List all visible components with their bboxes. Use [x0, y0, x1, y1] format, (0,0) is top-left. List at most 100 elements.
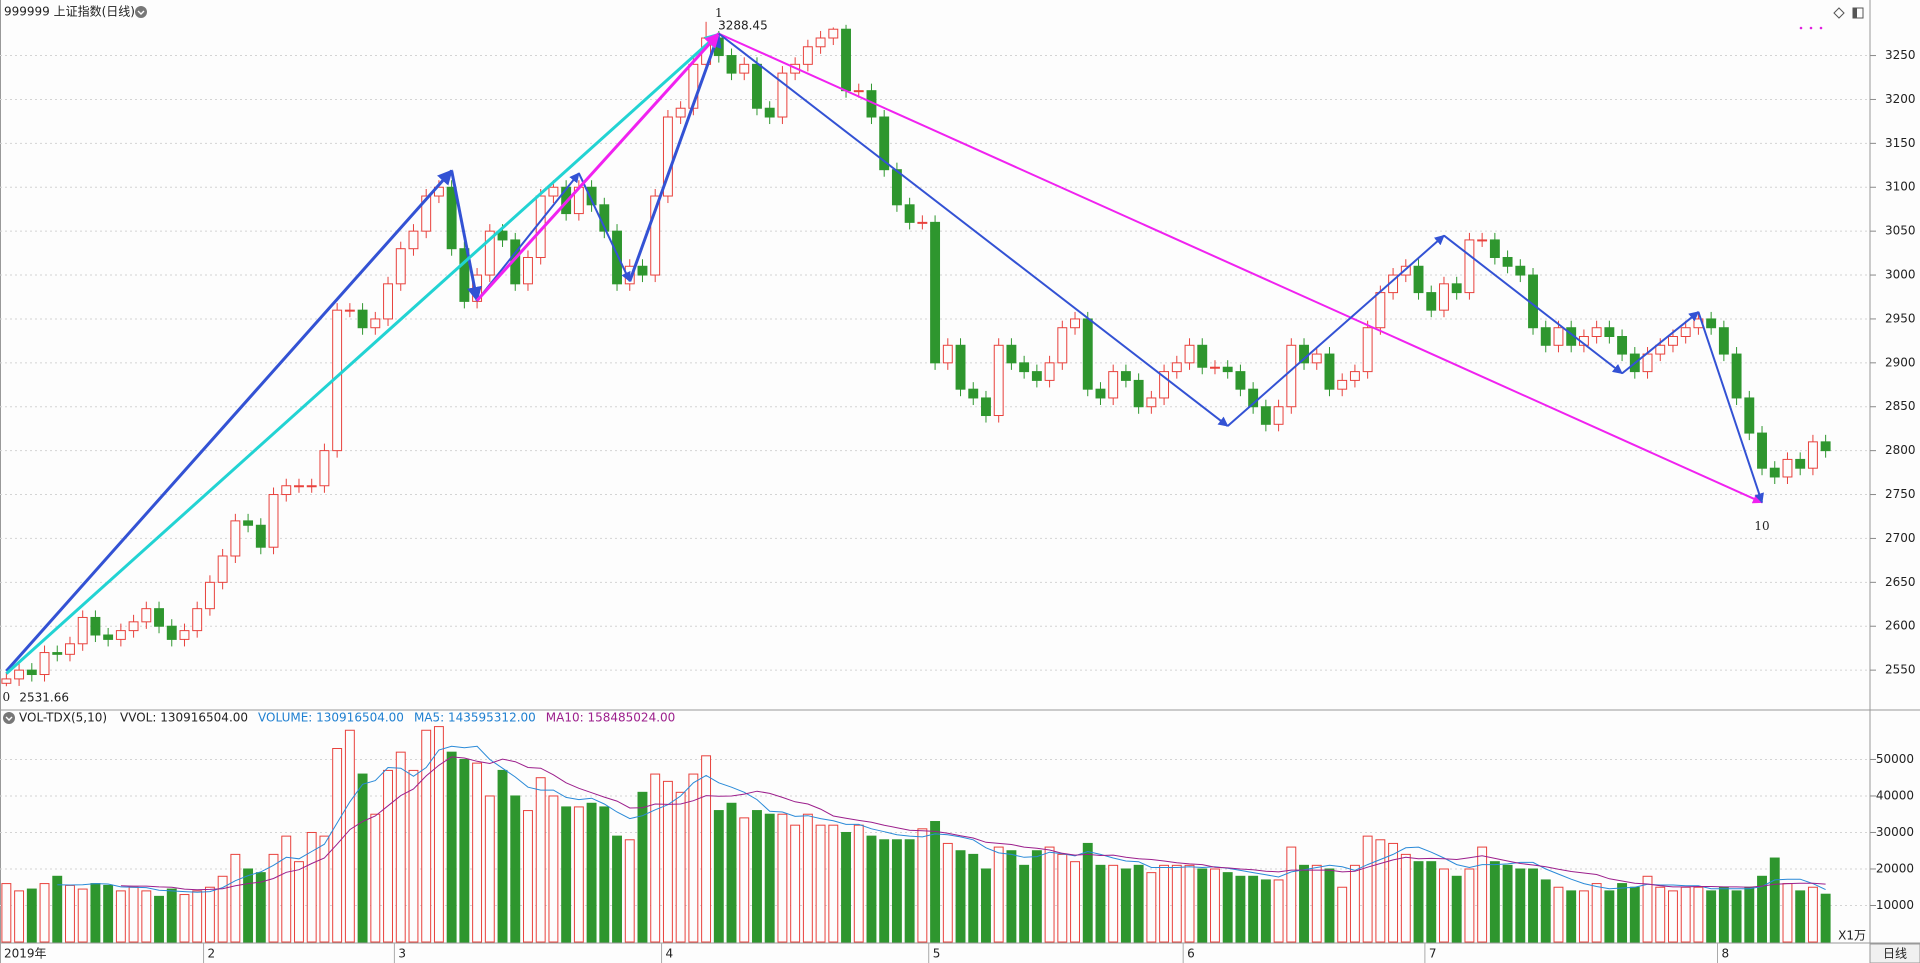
candle-body: [777, 72, 788, 118]
menu-icon[interactable]: [135, 6, 147, 18]
y-tick-label: 3200: [1885, 92, 1916, 106]
y-tick-label: 2950: [1885, 311, 1916, 325]
volume-bar: [1108, 864, 1119, 943]
volume-bar: [1222, 872, 1233, 943]
volume-bar: [1388, 842, 1399, 943]
candle-body: [90, 616, 101, 636]
y-tick-label: 20000: [1876, 861, 1914, 875]
candle-body: [1349, 371, 1360, 381]
volume-bar: [268, 853, 279, 943]
candle-body: [395, 248, 406, 285]
volume-bar: [942, 842, 953, 943]
volume-bar: [1617, 883, 1628, 943]
volume-bar: [1057, 853, 1068, 943]
candle-body: [1757, 432, 1767, 469]
candle-body: [726, 55, 737, 74]
volume-bar: [930, 821, 941, 943]
candle-body: [1400, 265, 1411, 276]
volume-bar: [1, 883, 12, 943]
period-button[interactable]: [1869, 943, 1920, 963]
volume-bar: [179, 894, 190, 943]
candle-body: [459, 248, 470, 302]
volume-bar: [1400, 853, 1411, 943]
volume-bar: [1082, 842, 1093, 943]
volume-bar: [1260, 879, 1271, 943]
candle-body: [828, 28, 839, 39]
volume-bar: [154, 895, 164, 943]
diamond-button[interactable]: [1833, 7, 1845, 19]
candle-body: [752, 63, 762, 109]
y-tick-label: 2550: [1885, 663, 1916, 677]
candle-body: [39, 652, 50, 676]
wave-line: [1443, 234, 1623, 375]
volume-bar: [917, 828, 928, 943]
candle-body: [993, 344, 1004, 417]
menu-icon[interactable]: [3, 712, 15, 724]
candle-body: [268, 494, 279, 548]
candle-body: [1108, 371, 1119, 399]
wave-line: [5, 32, 720, 675]
candle-body: [230, 520, 241, 557]
volume-menu[interactable]: [3, 712, 15, 724]
volume-bar: [1540, 879, 1551, 943]
candle-body: [1070, 318, 1080, 329]
candle-body: [739, 63, 750, 74]
volume-bar: [1095, 864, 1106, 943]
volume-bar: [1807, 886, 1818, 943]
candle-body: [917, 221, 928, 224]
volume-bar: [281, 835, 292, 943]
candle-body: [1171, 362, 1182, 373]
volume-bar: [981, 868, 991, 943]
candle-body: [344, 309, 355, 312]
volume-bar: [103, 884, 114, 943]
candle-body: [154, 608, 164, 627]
candle-body: [1451, 283, 1462, 294]
volume-bar: [1566, 890, 1577, 943]
volume-bar: [662, 780, 673, 943]
candle-body: [1655, 344, 1666, 355]
candle-body: [942, 344, 953, 364]
indicator-dots: [1799, 26, 1823, 30]
candle-body: [306, 485, 317, 488]
candle-body: [586, 186, 597, 206]
volume-bar: [14, 890, 25, 943]
volume-bar: [1120, 868, 1131, 943]
candle-body: [802, 46, 813, 65]
volume-bar: [243, 868, 254, 943]
x-tick-label: 3: [398, 947, 406, 961]
title-menu[interactable]: [135, 6, 147, 18]
candle-body: [421, 195, 432, 232]
volume-bar: [204, 886, 215, 943]
candle-body: [841, 28, 851, 92]
volume-bar: [828, 824, 839, 943]
candle-body: [1184, 344, 1195, 364]
x-tick-label: 2: [208, 947, 216, 961]
volume-bar: [357, 773, 368, 943]
volume-bar: [1324, 868, 1335, 943]
candle-body: [1095, 388, 1106, 399]
volume-bar: [115, 890, 126, 943]
wave-line: [475, 32, 720, 302]
candle-body: [612, 230, 622, 285]
y-tick-label: 40000: [1876, 788, 1914, 802]
volume-bar: [52, 875, 63, 943]
volume-bar: [1604, 890, 1615, 943]
candle-body: [1146, 397, 1157, 408]
candle-body: [637, 265, 648, 276]
volume-bar: [535, 777, 546, 943]
candle-body: [904, 204, 915, 223]
volume-bar: [612, 835, 622, 943]
wave-line: [1621, 311, 1700, 375]
candle-body: [1197, 344, 1208, 368]
volume-bar: [446, 751, 457, 943]
volume-bar: [510, 795, 521, 943]
volume-bar: [675, 791, 686, 943]
candle-body: [1413, 265, 1424, 294]
x-tick-label: 7: [1429, 947, 1437, 961]
candle-body: [1642, 353, 1653, 373]
volume-bar: [433, 726, 444, 943]
candle-body: [1782, 458, 1793, 478]
volume-bar: [408, 769, 419, 943]
volume-bar: [1349, 864, 1360, 943]
volume-bar: [815, 824, 826, 943]
